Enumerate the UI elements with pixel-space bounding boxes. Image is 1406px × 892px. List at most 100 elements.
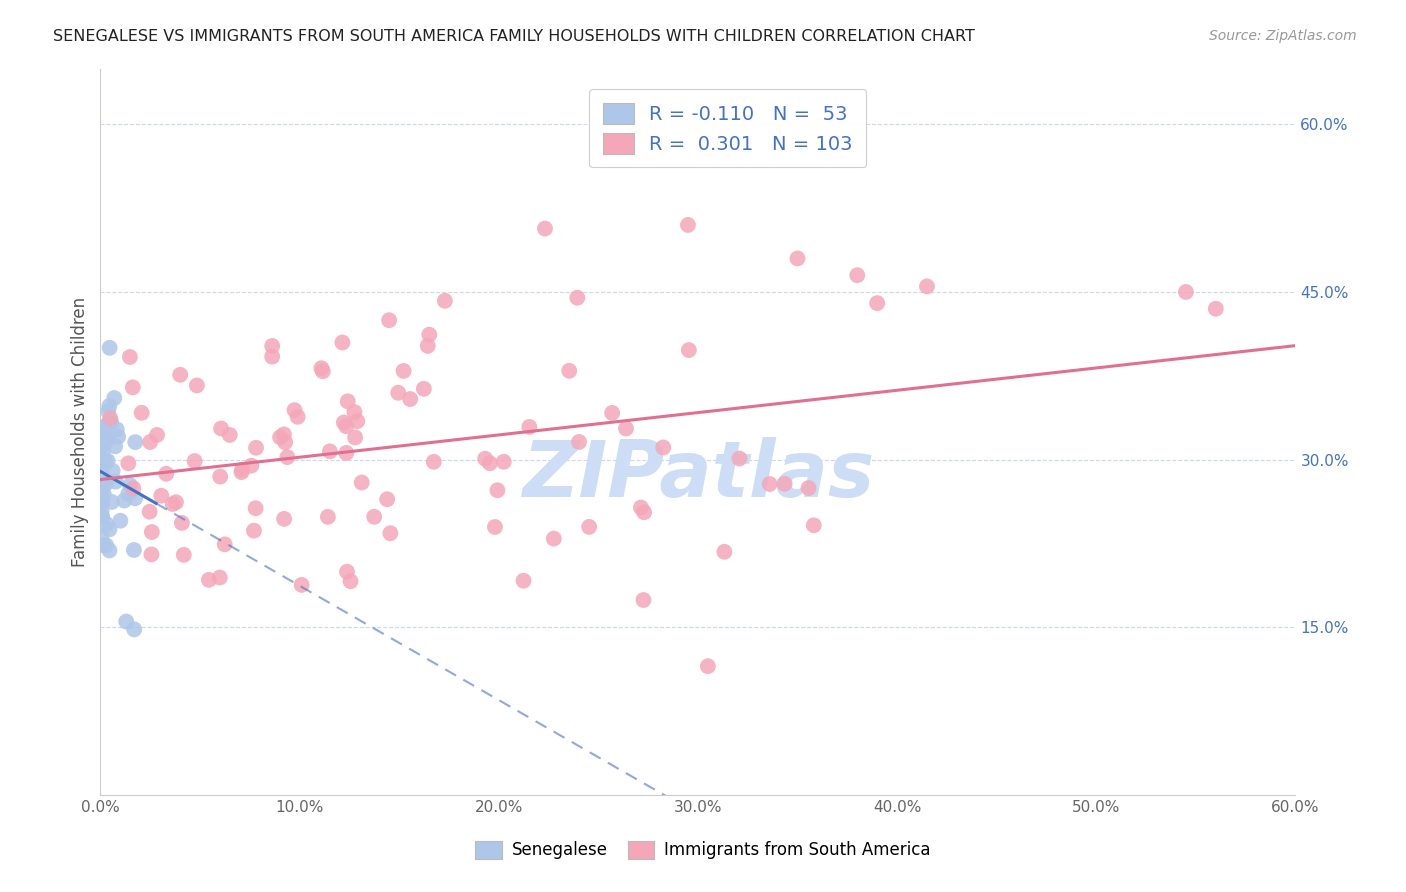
Point (122, 623, 145, 637)
Point (121, 380, 143, 394)
Point (90, 476, 112, 491)
Point (512, 574, 534, 588)
Point (423, 455, 446, 469)
Point (107, 430, 129, 444)
Point (786, 252, 808, 266)
Point (517, 420, 540, 434)
Point (97, 417, 120, 431)
Point (162, 497, 184, 511)
Point (273, 427, 295, 442)
Point (173, 548, 195, 562)
Point (103, 391, 125, 405)
Point (169, 368, 191, 382)
Point (433, 293, 456, 308)
Point (846, 268, 869, 283)
Point (117, 456, 139, 470)
Point (209, 469, 232, 483)
Point (93, 456, 115, 470)
Point (105, 422, 128, 436)
Point (231, 463, 253, 477)
Point (97, 454, 120, 468)
Point (392, 364, 415, 378)
Point (287, 409, 309, 424)
Point (150, 489, 173, 503)
Point (124, 435, 146, 450)
Point (534, 221, 557, 235)
Point (713, 545, 735, 559)
Point (104, 439, 127, 453)
Point (291, 578, 314, 592)
Point (112, 493, 135, 508)
Point (492, 455, 515, 469)
Point (633, 505, 655, 519)
Point (94, 476, 117, 491)
Point (117, 487, 139, 501)
Point (803, 518, 825, 533)
Point (339, 574, 361, 589)
Point (652, 441, 675, 455)
Point (728, 451, 751, 466)
Point (335, 446, 357, 460)
Point (915, 279, 938, 293)
Point (165, 495, 187, 509)
Point (96, 434, 118, 448)
Point (231, 465, 253, 479)
Point (91, 476, 114, 491)
Point (93, 425, 115, 440)
Point (96, 516, 118, 531)
Point (418, 327, 440, 342)
Point (312, 364, 335, 378)
Legend: Senegalese, Immigrants from South America: Senegalese, Immigrants from South Americ… (467, 832, 939, 868)
Point (155, 467, 177, 481)
Point (110, 514, 132, 528)
Point (1174, 285, 1197, 299)
Point (91, 443, 114, 458)
Point (319, 444, 342, 458)
Point (90, 530, 112, 544)
Point (758, 477, 780, 491)
Point (630, 500, 652, 515)
Text: SENEGALESE VS IMMIGRANTS FROM SOUTH AMERICA FAMILY HOUSEHOLDS WITH CHILDREN CORR: SENEGALESE VS IMMIGRANTS FROM SOUTH AMER… (53, 29, 976, 44)
Point (90, 466, 112, 480)
Point (243, 524, 266, 538)
Point (93, 428, 115, 442)
Point (91, 421, 114, 435)
Point (387, 385, 409, 400)
Point (118, 350, 141, 364)
Point (350, 475, 373, 490)
Point (100, 415, 122, 429)
Point (262, 350, 284, 364)
Point (96, 431, 118, 445)
Point (90, 504, 112, 518)
Point (399, 392, 422, 406)
Point (209, 421, 232, 435)
Point (98, 411, 121, 425)
Point (336, 565, 359, 579)
Point (91, 458, 114, 473)
Point (214, 537, 236, 551)
Point (283, 403, 305, 417)
Point (122, 543, 145, 558)
Point (90, 450, 112, 465)
Point (378, 313, 401, 327)
Y-axis label: Family Households with Children: Family Households with Children (72, 296, 89, 566)
Point (866, 296, 889, 310)
Point (208, 570, 231, 584)
Point (578, 520, 600, 534)
Point (186, 378, 208, 392)
Point (1205, 301, 1227, 316)
Point (131, 406, 153, 420)
Point (558, 364, 581, 378)
Point (218, 428, 240, 442)
Text: Source: ZipAtlas.com: Source: ZipAtlas.com (1209, 29, 1357, 43)
Point (335, 419, 357, 434)
Point (543, 532, 565, 546)
Point (91, 431, 114, 445)
Point (274, 435, 297, 450)
Point (240, 458, 263, 473)
Point (336, 394, 359, 409)
Point (118, 478, 141, 492)
Point (139, 435, 162, 450)
Point (343, 405, 366, 419)
Point (416, 339, 439, 353)
